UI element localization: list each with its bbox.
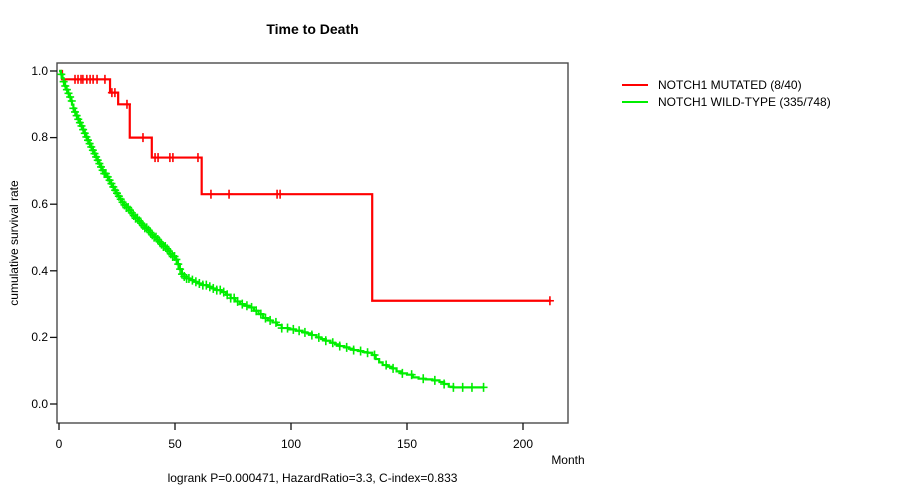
legend: NOTCH1 MUTATED (8/40) NOTCH1 WILD-TYPE (… xyxy=(622,77,831,109)
stats-annotation: logrank P=0.000471, HazardRatio=3.3, C-i… xyxy=(167,471,458,485)
y-tick-label: 1.0 xyxy=(31,64,48,78)
x-tick-label: 150 xyxy=(396,437,418,451)
legend-label: NOTCH1 MUTATED (8/40) xyxy=(658,77,802,92)
plot-border xyxy=(56,62,569,424)
x-axis-label: Month xyxy=(551,453,585,467)
legend-item-wildtype: NOTCH1 WILD-TYPE (335/748) xyxy=(622,94,831,109)
series-curve-1 xyxy=(59,69,484,389)
x-tick-label: 200 xyxy=(512,437,534,451)
y-tick-label: 0.0 xyxy=(31,397,48,411)
series-curve-0 xyxy=(59,69,551,302)
y-tick-label: 0.2 xyxy=(31,330,48,344)
y-tick-label: 0.6 xyxy=(31,197,48,211)
y-tick-label: 0.8 xyxy=(31,130,48,144)
series-censor-marks-0 xyxy=(71,74,554,306)
x-tick-label: 50 xyxy=(168,437,182,451)
legend-line-sample-red xyxy=(622,83,648,86)
legend-line-sample-green xyxy=(622,100,648,103)
legend-item-mutated: NOTCH1 MUTATED (8/40) xyxy=(622,77,831,92)
legend-label: NOTCH1 WILD-TYPE (335/748) xyxy=(658,94,831,109)
series-censor-marks-1 xyxy=(57,69,488,392)
x-tick-label: 100 xyxy=(280,437,302,451)
x-tick-label: 0 xyxy=(55,437,63,451)
y-tick-label: 0.4 xyxy=(31,264,48,278)
y-axis-label: cumulative survival rate xyxy=(7,180,21,306)
chart-title: Time to Death xyxy=(266,21,359,37)
